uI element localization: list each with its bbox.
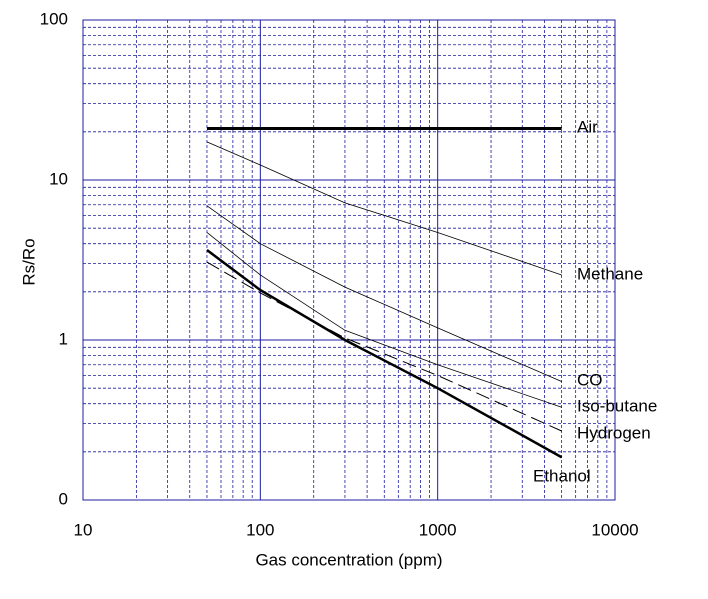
y-tick-label: 0	[59, 489, 68, 508]
series-line	[206, 261, 562, 432]
series-label: CO	[577, 370, 603, 389]
x-tick-label: 1000	[419, 520, 457, 539]
y-tick-label: 1	[59, 329, 68, 348]
plot-frame	[82, 19, 616, 501]
x-tick-label: 100	[246, 520, 274, 539]
series-line	[206, 249, 563, 459]
y-tick-label: 100	[40, 9, 68, 28]
series-label: Air	[577, 117, 598, 136]
x-tick-label: 10	[74, 520, 93, 539]
y-tick-label: 10	[49, 169, 68, 188]
series-line	[206, 205, 562, 382]
series-label: Methane	[577, 264, 643, 283]
y-axis-label: Rs/Ro	[19, 238, 38, 285]
series-line	[206, 141, 562, 276]
series-label: Ethanol	[533, 466, 591, 485]
series-line	[206, 232, 562, 408]
series-label: Hydrogen	[577, 423, 651, 442]
x-tick-label: 10000	[591, 520, 638, 539]
x-axis-label: Gas concentration (ppm)	[255, 550, 442, 569]
series-label: Iso-butane	[577, 396, 657, 415]
